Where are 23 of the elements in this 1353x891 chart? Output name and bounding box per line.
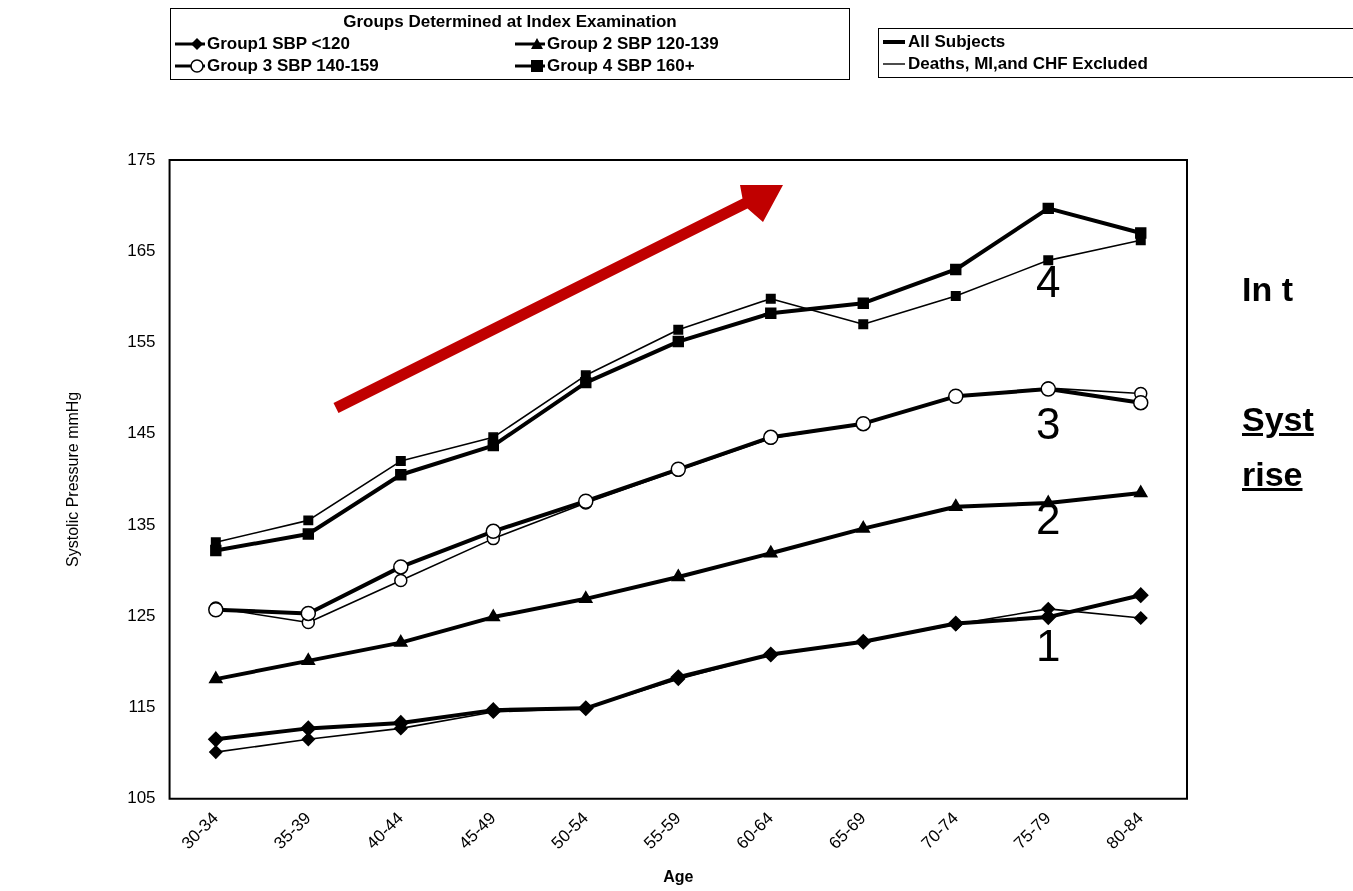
text: In t: [1242, 270, 1293, 309]
y-tick-label: 145: [127, 423, 156, 443]
text: All Subjects: [908, 31, 1006, 53]
legend-label: Group 3 SBP 140-159: [207, 55, 379, 77]
legend-label: Group1 SBP <120: [207, 33, 350, 55]
legend-label: Group 4 SBP 160+: [547, 55, 695, 77]
text: rise: [1242, 455, 1303, 494]
y-tick-label: 115: [128, 697, 156, 717]
text: Deaths, MI,and CHF Excluded: [908, 53, 1148, 75]
annotation: 3: [1036, 399, 1061, 448]
y-axis-title: Systolic Pressure mmHg: [64, 391, 82, 567]
annotation: 1: [1036, 621, 1061, 670]
x-axis-title: Age: [663, 867, 694, 885]
y-tick-label: 155: [127, 332, 156, 352]
legend-label: Group 2 SBP 120-139: [547, 33, 719, 55]
y-tick-label: 175: [127, 149, 156, 169]
y-tick-label: 125: [127, 605, 156, 625]
annotation: 4: [1036, 257, 1061, 306]
text: Syst: [1242, 400, 1314, 439]
legend-title: Groups Determined at Index Examination: [342, 11, 678, 33]
y-tick-label: 135: [127, 514, 156, 534]
y-tick-label: 105: [127, 788, 156, 808]
y-tick-label: 165: [127, 240, 156, 260]
